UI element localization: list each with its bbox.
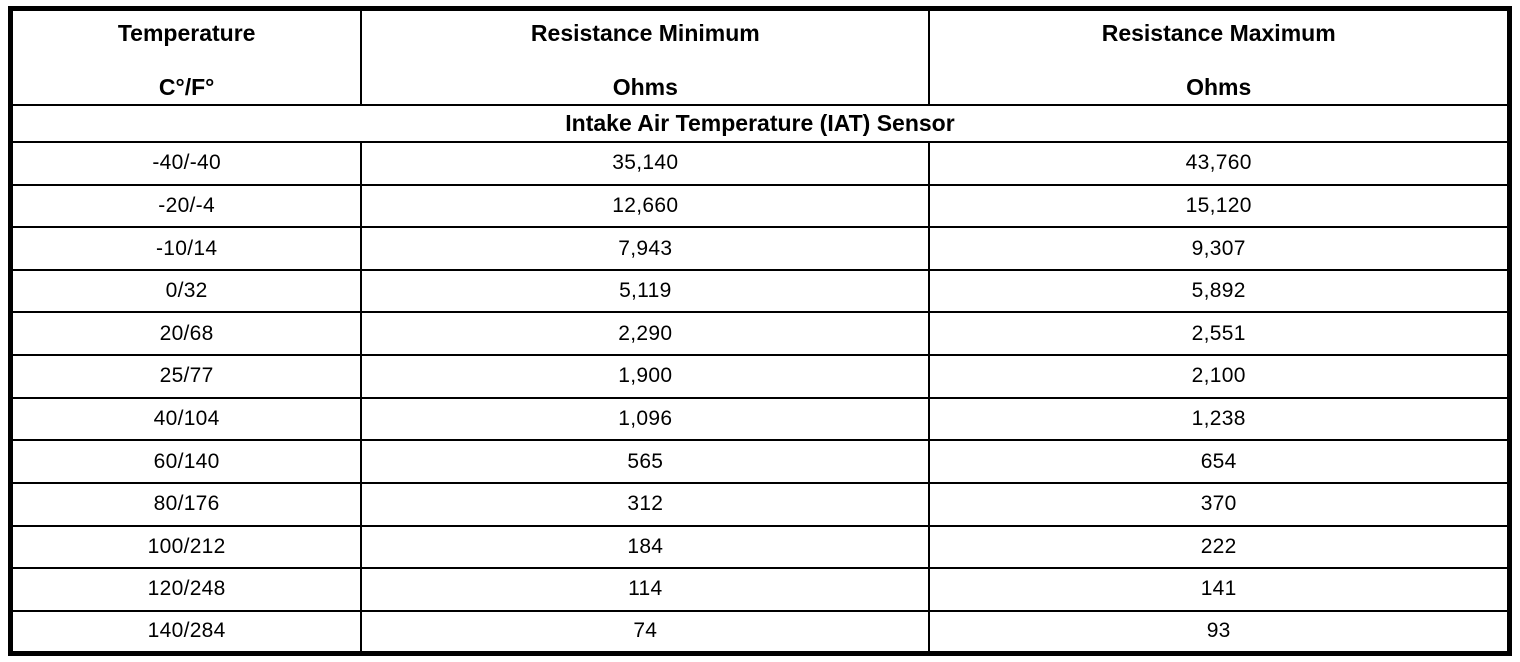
iat-sensor-spec-table: Temperature C°/F° Resistance Minimum Ohm… [8,6,1512,656]
table-row: -20/-4 12,660 15,120 [9,183,1511,229]
table-row: 25/77 1,900 2,100 [9,354,1511,399]
resistance-min-cell: 2,290 [360,311,931,357]
temperature-cell: 40/104 [9,396,363,442]
resistance-min-cell: 1,096 [360,396,931,442]
table-row: 120/248 114 141 [9,567,1511,612]
temperature-cell: 25/77 [9,354,363,399]
resistance-max-cell: 222 [928,524,1511,570]
resistance-max-cell: 654 [928,439,1511,484]
table-header-row: Temperature C°/F° Resistance Minimum Ohm… [9,7,1511,106]
temperature-cell: -40/-40 [9,141,363,186]
resistance-max-cell: 43,760 [928,141,1511,186]
resistance-min-cell: 114 [360,567,931,612]
temperature-cell: 100/212 [9,524,363,570]
resistance-max-column-header: Resistance Maximum Ohms [928,7,1511,106]
temperature-cell: 20/68 [9,311,363,357]
resistance-max-cell: 2,100 [928,354,1511,399]
resistance-max-cell: 15,120 [928,183,1511,229]
temperature-cell: 140/284 [9,609,363,655]
resistance-max-cell: 9,307 [928,226,1511,271]
resistance-min-cell: 7,943 [360,226,931,271]
table-row: -40/-40 35,140 43,760 [9,141,1511,186]
resistance-min-cell: 184 [360,524,931,570]
resistance-min-cell: 312 [360,481,931,527]
resistance-max-cell: 1,238 [928,396,1511,442]
table-row: 100/212 184 222 [9,524,1511,570]
resistance-max-header-units: Ohms [1186,74,1252,100]
table-row: 0/32 5,119 5,892 [9,268,1511,314]
table-row: -10/14 7,943 9,307 [9,226,1511,271]
table-row: 140/284 74 93 [9,609,1511,655]
resistance-min-cell: 1,900 [360,354,931,399]
section-title: Intake Air Temperature (IAT) Sensor [9,103,1511,144]
resistance-max-cell: 5,892 [928,268,1511,314]
section-title-row: Intake Air Temperature (IAT) Sensor [9,103,1511,144]
resistance-max-cell: 93 [928,609,1511,655]
temperature-cell: 60/140 [9,439,363,484]
resistance-min-header-units: Ohms [612,74,678,100]
resistance-min-cell: 35,140 [360,141,931,186]
temperature-cell: -10/14 [9,226,363,271]
resistance-min-header-title: Resistance Minimum [530,20,760,46]
table-row: 60/140 565 654 [9,439,1511,484]
table-row: 40/104 1,096 1,238 [9,396,1511,442]
temperature-cell: 0/32 [9,268,363,314]
temperature-cell: -20/-4 [9,183,363,229]
resistance-max-cell: 2,551 [928,311,1511,357]
table-row: 20/68 2,290 2,551 [9,311,1511,357]
resistance-min-cell: 12,660 [360,183,931,229]
resistance-max-cell: 141 [928,567,1511,612]
temperature-cell: 120/248 [9,567,363,612]
temperature-header-title: Temperature [117,20,256,46]
resistance-min-cell: 5,119 [360,268,931,314]
resistance-max-header-title: Resistance Maximum [1101,20,1336,46]
resistance-min-cell: 565 [360,439,931,484]
resistance-min-column-header: Resistance Minimum Ohms [360,7,931,106]
resistance-min-cell: 74 [360,609,931,655]
temperature-cell: 80/176 [9,481,363,527]
temperature-column-header: Temperature C°/F° [9,7,363,106]
temperature-header-units: C°/F° [158,74,215,100]
table-row: 80/176 312 370 [9,481,1511,527]
resistance-max-cell: 370 [928,481,1511,527]
